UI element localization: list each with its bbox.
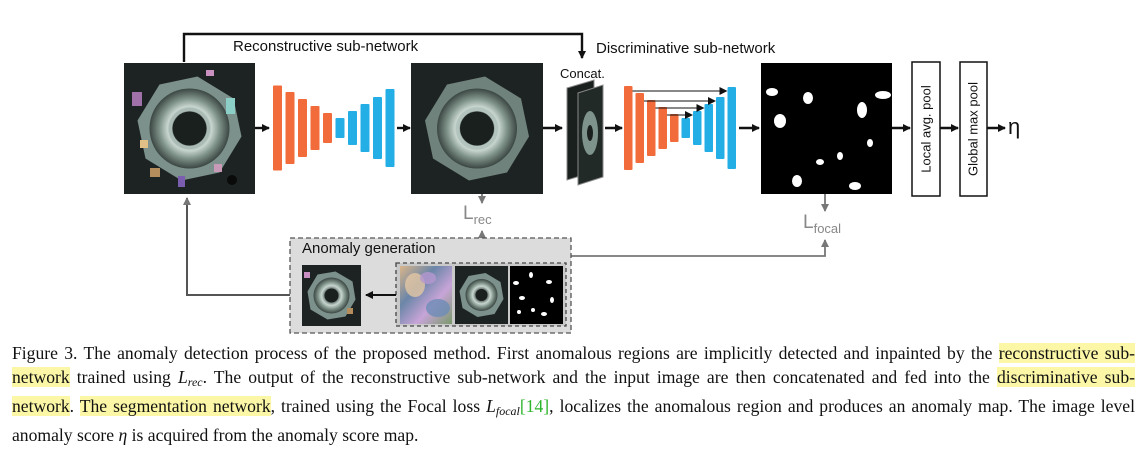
concat-stack	[566, 79, 604, 186]
encoder-layer	[670, 114, 679, 142]
decoder-layer	[335, 118, 345, 138]
encoder-layer	[647, 100, 656, 156]
skip-connection-arrow	[182, 32, 586, 62]
decoder-layer	[373, 97, 382, 159]
reconstruction-image	[411, 63, 543, 194]
augmented-image	[302, 265, 361, 326]
highlight-segmentation: The segmentation network	[79, 396, 271, 416]
eta-output-label: η	[1008, 114, 1021, 139]
citation-link[interactable]: [14]	[519, 396, 550, 416]
l-focal-label: Lfocal	[803, 212, 842, 236]
encoder-layer	[323, 113, 332, 143]
encoder-layer	[635, 93, 644, 163]
local-avg-pool-box	[911, 61, 941, 197]
reconstructive-subnetwork-label: Reconstructive sub-network	[233, 38, 419, 55]
global-max-pool-label: Global max pool	[965, 82, 981, 176]
concat-label: Concat.	[560, 66, 605, 81]
decoder-layer	[385, 89, 395, 167]
l-rec-label: Lrec	[463, 203, 492, 227]
input-image	[124, 63, 255, 194]
reconstructive-network	[273, 85, 395, 171]
encoder-layer	[285, 92, 295, 164]
encoder-layer	[298, 99, 307, 157]
encoder-layer	[658, 107, 667, 149]
figure-number: Figure 3.	[12, 343, 78, 363]
decoder-layer	[716, 97, 725, 159]
discriminative-subnetwork-label: Discriminative sub-network	[596, 40, 776, 57]
anomaly-mask-small	[510, 266, 563, 324]
decoder-layer	[704, 104, 713, 152]
figure: Reconstructive sub-network Discriminativ…	[124, 32, 1021, 334]
decoder-layer	[727, 87, 736, 169]
decoder-layer	[681, 118, 690, 138]
anomaly-free-image	[455, 266, 508, 324]
encoder-layer	[624, 86, 633, 170]
discriminative-network	[624, 86, 736, 170]
encoder-layer	[273, 85, 282, 171]
figure-caption: Figure 3. The anomaly detection process …	[12, 343, 1136, 445]
decoder-layer	[693, 111, 702, 145]
anomaly-generation-label: Anomaly generation	[302, 240, 436, 257]
texture-image	[400, 266, 452, 324]
decoder-layer	[360, 104, 370, 152]
decoder-layer	[348, 111, 357, 145]
figure-diagram	[124, 32, 1006, 334]
anomaly-mask-image	[761, 63, 892, 194]
local-avg-pool-label: Local avg. pool	[918, 85, 934, 173]
global-max-pool-box	[959, 61, 988, 197]
encoder-layer	[310, 106, 320, 150]
